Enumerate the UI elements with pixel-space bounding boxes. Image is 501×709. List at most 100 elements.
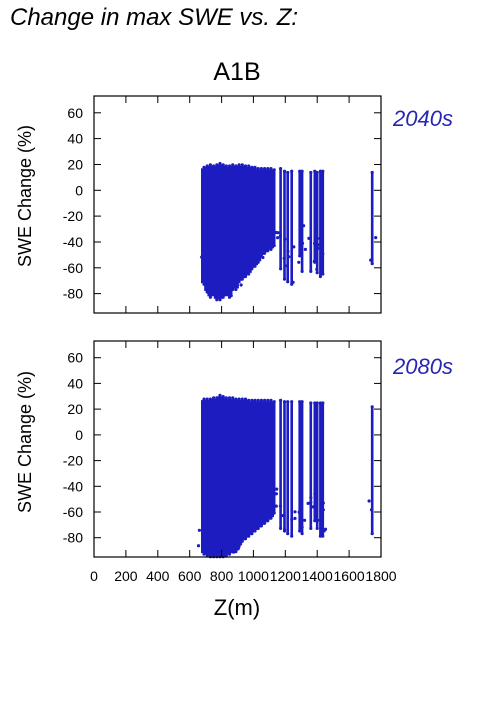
data-column-2040s-10 <box>232 167 239 289</box>
data-point <box>293 516 297 521</box>
data-point <box>253 250 257 254</box>
data-point <box>370 170 374 175</box>
data-column-2080s-13 <box>242 400 249 538</box>
data-point <box>231 287 235 292</box>
data-point <box>248 258 253 262</box>
data-point <box>315 526 319 531</box>
x-tick-label: 1800 <box>365 568 396 584</box>
data-point <box>272 168 276 172</box>
data-point <box>321 401 325 405</box>
data-point <box>210 269 214 273</box>
data-column-2040s-32 <box>319 172 322 276</box>
data-point <box>300 169 304 173</box>
data-point <box>248 234 252 238</box>
data-point <box>248 241 253 245</box>
data-point <box>222 265 226 269</box>
data-point <box>307 236 311 240</box>
data-point <box>261 232 265 236</box>
data-point <box>279 526 283 531</box>
data-point <box>201 519 205 523</box>
data-point <box>248 489 253 494</box>
data-point <box>218 393 222 397</box>
data-point <box>367 499 371 503</box>
data-column-2040s-30 <box>313 172 317 262</box>
x-tick-label: 1600 <box>334 568 365 584</box>
y-axis-label-2040s: SWE Change (%) <box>15 125 35 267</box>
data-point <box>279 267 283 271</box>
data-column-2080s-11 <box>236 400 243 546</box>
y-tick-label: 20 <box>67 157 83 173</box>
data-column-2080s-25 <box>286 402 289 533</box>
data-point <box>309 500 313 504</box>
data-column-2040s-3 <box>210 167 217 294</box>
data-point <box>286 400 290 404</box>
data-point <box>315 271 319 275</box>
data-point <box>272 495 276 499</box>
data-point <box>290 282 294 286</box>
data-point <box>263 521 267 525</box>
data-point <box>235 535 239 539</box>
data-point <box>231 163 235 167</box>
data-point <box>369 508 374 512</box>
data-point <box>298 169 302 173</box>
scatter-points-2040s <box>200 161 378 302</box>
period-label-2080s: 2080s <box>392 354 453 379</box>
data-point <box>226 522 230 526</box>
data-point <box>290 400 294 404</box>
x-tick-label: 0 <box>90 568 98 584</box>
data-point <box>259 514 263 518</box>
data-point <box>265 477 269 482</box>
data-column-2040s-27 <box>298 172 301 255</box>
data-point <box>290 169 294 173</box>
data-column-2080s-27 <box>298 402 301 530</box>
data-point <box>311 505 315 509</box>
data-column-2080s-34 <box>370 407 374 533</box>
data-point <box>228 537 232 542</box>
data-point <box>227 295 232 299</box>
data-point <box>208 163 212 167</box>
data-point <box>237 544 241 549</box>
data-point <box>221 295 225 299</box>
data-point <box>256 260 260 264</box>
data-column-2080s-22 <box>272 402 276 512</box>
data-point <box>253 165 257 169</box>
data-column-2080s-8 <box>226 398 233 554</box>
data-point <box>266 211 270 215</box>
data-point <box>207 265 211 269</box>
data-point <box>309 170 313 175</box>
data-point <box>239 246 243 250</box>
data-point <box>263 398 267 402</box>
data-point <box>205 544 209 548</box>
data-point <box>221 395 225 399</box>
data-column-2040s-15 <box>248 168 255 268</box>
data-point <box>269 167 273 171</box>
data-point <box>279 398 283 402</box>
data-point <box>226 268 230 272</box>
data-point <box>254 222 258 226</box>
data-point <box>207 277 212 281</box>
data-point <box>287 255 291 259</box>
data-point <box>209 541 213 545</box>
data-point <box>219 523 223 528</box>
data-column-2040s-0 <box>201 168 207 284</box>
y-tick-label: -40 <box>63 478 83 494</box>
data-point <box>205 397 209 401</box>
data-point <box>286 170 290 175</box>
data-point <box>218 298 222 302</box>
x-tick-label: 1400 <box>302 568 333 584</box>
data-point <box>300 269 304 273</box>
data-point <box>201 540 205 544</box>
data-point <box>256 487 260 491</box>
data-point <box>204 521 208 526</box>
data-column-2040s-20 <box>264 169 271 250</box>
data-point <box>208 259 212 263</box>
data-point <box>282 169 287 173</box>
data-point <box>297 510 301 514</box>
data-point <box>240 539 244 543</box>
data-point <box>313 519 317 523</box>
data-point <box>300 400 304 404</box>
data-point <box>224 553 228 558</box>
data-column-2040s-14 <box>245 167 252 273</box>
y-tick-label: 0 <box>75 182 83 198</box>
